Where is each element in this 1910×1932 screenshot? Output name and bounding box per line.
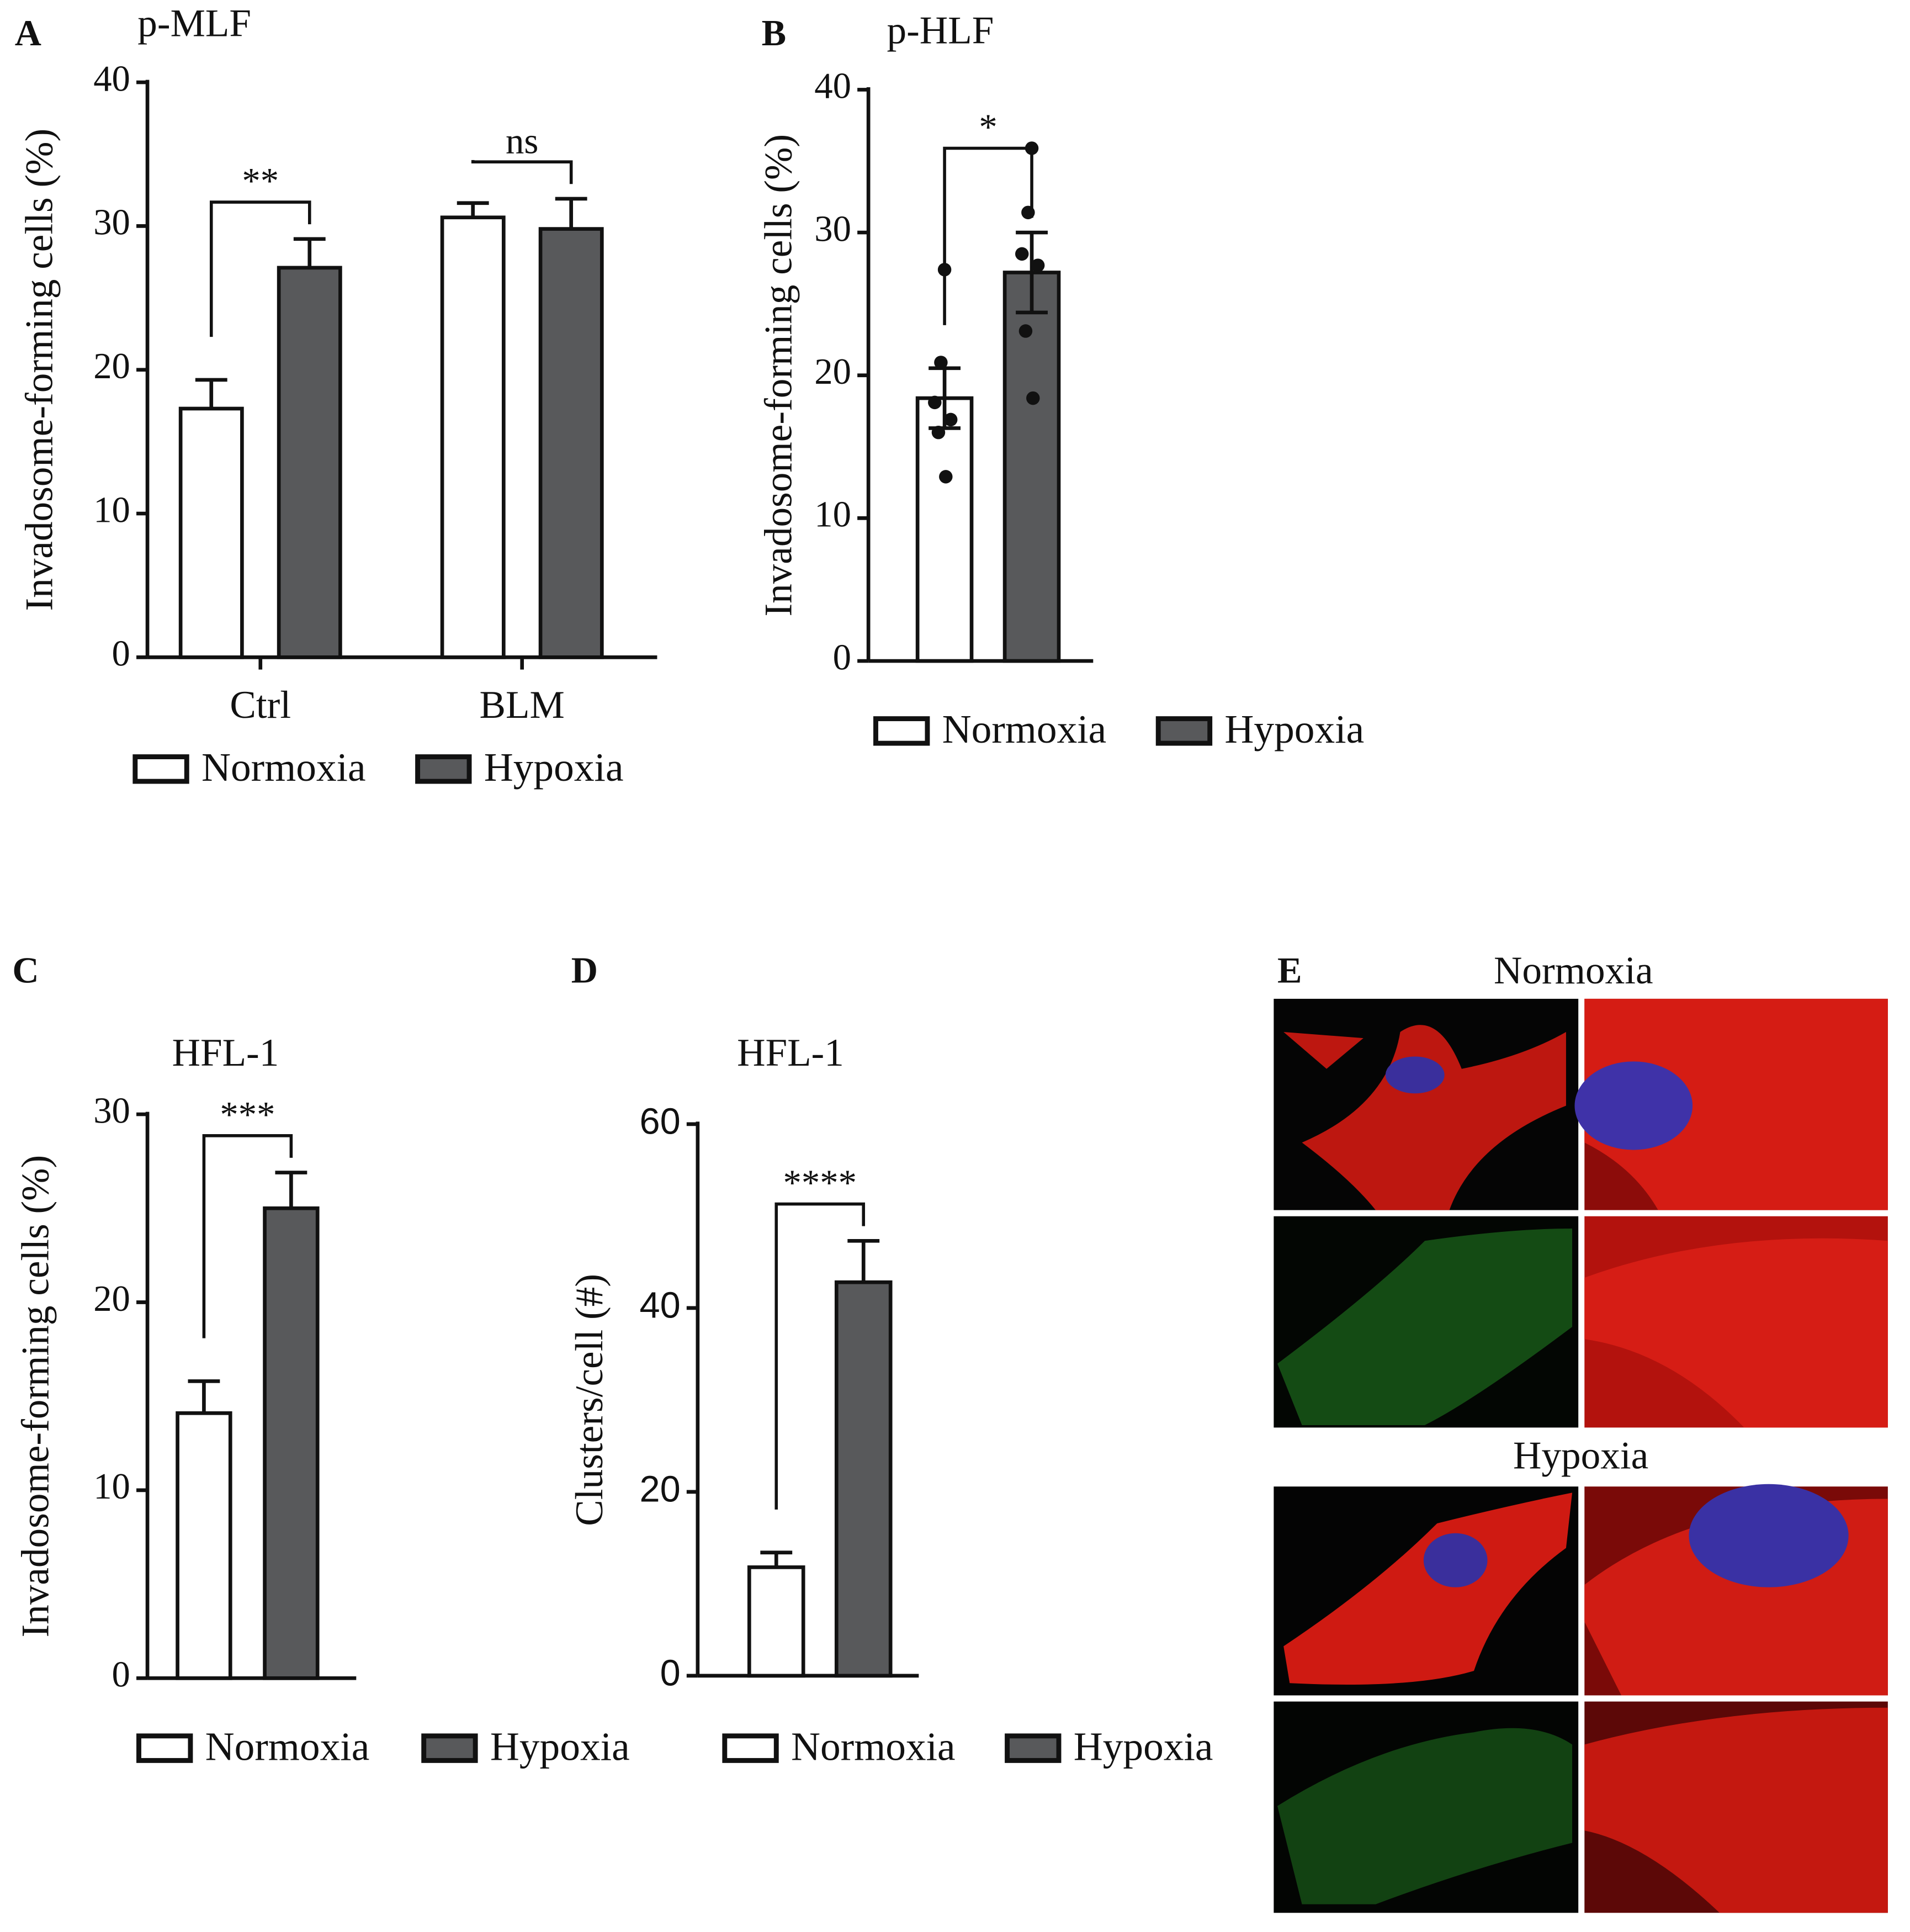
y-tick-label: 10 [814, 495, 851, 535]
bar [834, 1280, 893, 1678]
y-tick-label: 0 [833, 637, 851, 677]
y-tick-label: 0 [112, 1655, 130, 1695]
signal [1277, 1728, 1573, 1904]
cell [1584, 1238, 1888, 1428]
y-tick-label: 0 [660, 1653, 681, 1693]
significance-label: ns [506, 121, 538, 161]
nucleus [1689, 1484, 1849, 1587]
panel-label: A [15, 13, 41, 54]
legend-label: Hypoxia [484, 745, 624, 790]
legend-swatch [132, 754, 189, 784]
significance-bracket [943, 146, 1033, 325]
significance-bracket [471, 160, 573, 184]
legend-label: Hypoxia [1224, 707, 1364, 751]
legend-swatch [1005, 1733, 1062, 1763]
bar [176, 1411, 232, 1680]
bar [1002, 271, 1061, 663]
bar [178, 406, 244, 659]
nucleus [1385, 1056, 1445, 1094]
legend-label: Normoxia [205, 1724, 370, 1769]
data-point [931, 425, 946, 440]
panel-label: B [762, 13, 787, 54]
y-axis-label: Invadosome-forming cells (%) [18, 129, 61, 611]
y-tick-label: 20 [639, 1469, 680, 1510]
data-point [1015, 247, 1029, 261]
y-tick-label: 40 [93, 59, 130, 99]
bar [263, 1206, 320, 1680]
significance-label: **** [783, 1163, 857, 1204]
legend-label: Normoxia [201, 745, 366, 790]
y-tick-label: 30 [93, 203, 130, 243]
chart-title: p-HLF [887, 9, 994, 52]
legend-label: Hypoxia [490, 1724, 630, 1769]
y-tick-label: 0 [112, 634, 130, 674]
panel-e: E Normoxia Hypoxia [1274, 949, 1888, 1913]
nucleus [1423, 1533, 1488, 1587]
data-point [943, 412, 958, 427]
legend-swatch [722, 1733, 779, 1763]
data-point [1026, 391, 1040, 405]
bar [277, 266, 342, 659]
cell [1584, 998, 1888, 1210]
y-tick-label: 20 [93, 1279, 130, 1319]
bar [538, 227, 604, 659]
panel-label: C [12, 951, 39, 991]
chart-title: HFL-1 [737, 1031, 844, 1074]
y-tick-label: 30 [93, 1091, 130, 1131]
y-tick-label: 60 [639, 1101, 680, 1142]
legend-label: Normoxia [791, 1724, 956, 1769]
significance-bracket [774, 1202, 866, 1510]
significance-label: ** [242, 161, 279, 202]
data-point [1031, 258, 1045, 272]
panel-label: D [571, 951, 598, 991]
x-tick-label: Ctrl [230, 684, 291, 727]
significance-bracket [209, 200, 311, 337]
legend-label: Hypoxia [1074, 1724, 1213, 1769]
bar [915, 396, 974, 663]
legend-swatch [415, 754, 472, 784]
data-point [939, 470, 953, 484]
chart-title: HFL-1 [172, 1031, 279, 1074]
chart: C HFL-1 Invadosome-forming cells (%) 0 10 20 3… [12, 951, 629, 1769]
legend-swatch [421, 1733, 478, 1763]
legend-swatch [1155, 716, 1213, 746]
cell [1283, 1025, 1566, 1210]
data-point [934, 356, 948, 369]
bar [440, 215, 506, 659]
condition-title: Normoxia [1494, 949, 1653, 992]
y-axis-label: Invadosome-forming cells (%) [757, 134, 800, 617]
legend-label: Normoxia [942, 707, 1107, 751]
legend-swatch [873, 716, 930, 746]
condition-title: Hypoxia [1513, 1435, 1648, 1478]
significance-label: * [979, 108, 997, 148]
chart-title: p-MLF [137, 2, 251, 45]
y-tick-label: 20 [93, 346, 130, 387]
chart: D HFL-1 Clusters/cell (#) 0 20 40 60 **** Normox… [568, 951, 1213, 1769]
cell [1283, 1492, 1573, 1685]
bar [747, 1565, 805, 1678]
y-tick-label: 40 [814, 66, 851, 107]
y-tick-label: 40 [639, 1285, 680, 1326]
data-point [928, 395, 942, 410]
micrographs [1274, 998, 1888, 1913]
legend-swatch [136, 1733, 193, 1763]
nucleus [1574, 1061, 1693, 1150]
y-axis-label: Invadosome-forming cells (%) [14, 1155, 57, 1638]
y-tick-label: 20 [814, 352, 851, 392]
signal [1277, 1228, 1573, 1425]
panel-label: E [1277, 951, 1302, 991]
y-tick-label: 10 [93, 490, 130, 530]
y-axis-label: Clusters/cell (#) [568, 1274, 611, 1526]
significance-label: *** [220, 1095, 275, 1135]
y-tick-label: 10 [93, 1467, 130, 1507]
significance-bracket [202, 1134, 293, 1338]
y-tick-label: 30 [814, 209, 851, 249]
x-tick-label: BLM [480, 684, 565, 727]
data-point [1018, 324, 1033, 338]
cell [1584, 1707, 1888, 1913]
